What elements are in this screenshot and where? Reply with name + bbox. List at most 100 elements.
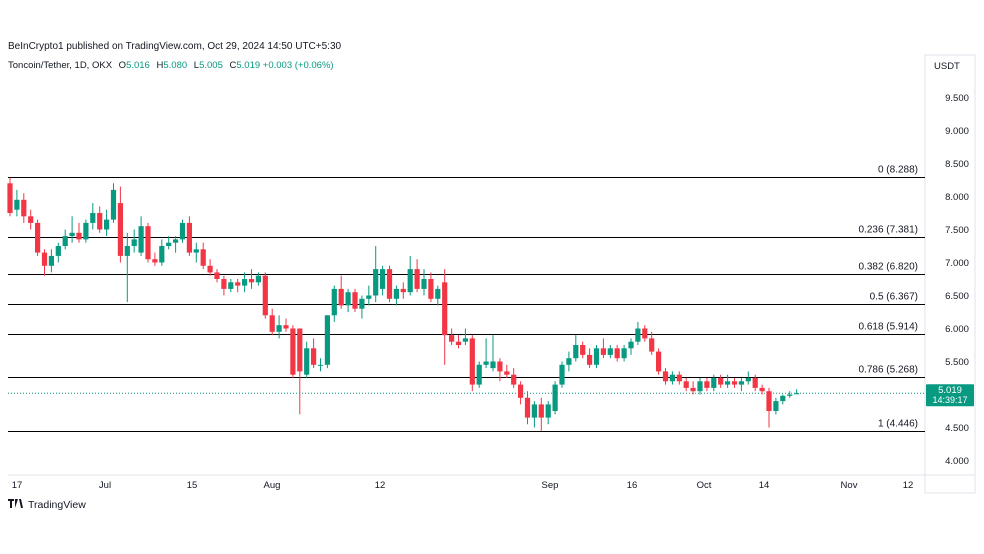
x-tick-label: Sep bbox=[542, 480, 559, 491]
candle-body bbox=[538, 404, 544, 418]
x-tick-label: 14 bbox=[759, 480, 770, 491]
candle-body bbox=[393, 288, 399, 299]
candle-body bbox=[745, 378, 751, 382]
y-tick-label: 8.500 bbox=[945, 159, 969, 170]
candle-body bbox=[124, 246, 130, 256]
candle-body bbox=[131, 239, 137, 246]
candle-body bbox=[683, 381, 689, 388]
candle-body bbox=[697, 381, 703, 392]
last-price-tag bbox=[926, 384, 974, 407]
candle-body bbox=[725, 381, 731, 385]
candle-body bbox=[311, 348, 317, 365]
symbol-legend: Toncoin/Tether, 1D, OKX O5.016 H5.080 L5… bbox=[8, 60, 334, 71]
candle-body bbox=[159, 246, 165, 263]
candle-body bbox=[621, 348, 627, 359]
fib-level-label: 0 (8.288) bbox=[878, 165, 918, 176]
candle-body bbox=[662, 371, 669, 382]
candle-body bbox=[455, 341, 462, 345]
candle-body bbox=[435, 288, 441, 299]
bar-countdown: 14:39:17 bbox=[932, 395, 967, 405]
candle-body bbox=[428, 279, 434, 299]
x-tick-label: Jul bbox=[99, 480, 111, 491]
candle-body bbox=[635, 328, 641, 342]
candle-body bbox=[600, 348, 606, 355]
candle-body bbox=[214, 272, 220, 279]
candle-body bbox=[580, 345, 586, 355]
candle-body bbox=[421, 279, 427, 289]
candle-body bbox=[97, 213, 103, 230]
fib-level-label: 0.5 (6.367) bbox=[870, 292, 918, 303]
candle-body bbox=[511, 374, 517, 385]
candle-body bbox=[235, 282, 241, 286]
candle-body bbox=[317, 364, 324, 366]
candle-body bbox=[186, 222, 192, 253]
candle-body bbox=[773, 401, 779, 411]
candle-body bbox=[497, 361, 503, 372]
candle-body bbox=[359, 298, 365, 309]
candle-body bbox=[262, 275, 268, 316]
candle-body bbox=[283, 325, 289, 329]
candle-body bbox=[442, 282, 448, 336]
candle-body bbox=[69, 232, 75, 237]
tradingview-logo-icon bbox=[8, 499, 24, 511]
symbol-name: Toncoin/Tether, 1D, OKX bbox=[8, 60, 113, 71]
y-tick-label: 7.000 bbox=[945, 258, 969, 269]
candle-body bbox=[690, 387, 696, 392]
candle-body bbox=[338, 288, 344, 306]
candle-body bbox=[559, 364, 565, 385]
candle-body bbox=[228, 282, 234, 289]
fib-level-label: 0.618 (5.914) bbox=[859, 322, 919, 333]
candle-body bbox=[759, 387, 765, 392]
candle-body bbox=[414, 269, 420, 289]
candle-body bbox=[76, 232, 82, 240]
candle-body bbox=[21, 199, 27, 217]
candle-body bbox=[324, 315, 330, 365]
candle-body bbox=[117, 203, 123, 256]
high-value: 5.080 bbox=[163, 60, 188, 71]
candle-body bbox=[7, 183, 13, 213]
candle-body bbox=[469, 338, 475, 385]
candle-body bbox=[718, 378, 724, 385]
candle-body bbox=[766, 391, 772, 411]
x-tick-label: 15 bbox=[187, 480, 198, 491]
candle-body bbox=[145, 226, 151, 260]
candle-body bbox=[242, 279, 248, 286]
last-price-value: 5.019 bbox=[938, 385, 962, 396]
fib-level-label: 0.236 (7.381) bbox=[859, 225, 919, 236]
candle-body bbox=[476, 364, 482, 385]
candle-body bbox=[255, 275, 261, 283]
candle-body bbox=[607, 348, 613, 355]
candle-body bbox=[331, 288, 337, 316]
candle-body bbox=[55, 246, 61, 256]
currency-label[interactable]: USDT bbox=[934, 61, 960, 72]
candle-body bbox=[573, 345, 579, 359]
x-tick-label: 16 bbox=[627, 480, 638, 491]
candle-body bbox=[711, 378, 717, 388]
candle-body bbox=[200, 249, 206, 266]
candle-body bbox=[386, 269, 393, 299]
candle-body bbox=[738, 381, 744, 385]
close-value: 5.019 bbox=[236, 60, 261, 71]
x-tick-label: 12 bbox=[903, 480, 914, 491]
y-tick-label: 9.500 bbox=[945, 93, 969, 104]
low-value: 5.005 bbox=[199, 60, 223, 71]
y-tick-label: 6.000 bbox=[945, 324, 969, 335]
x-tick-label: Aug bbox=[264, 480, 281, 491]
candle-body bbox=[462, 338, 468, 342]
y-tick-label: 6.500 bbox=[945, 291, 969, 302]
candle-body bbox=[649, 338, 655, 352]
candle-body bbox=[566, 358, 572, 365]
candle-body bbox=[304, 348, 310, 375]
candle-body bbox=[628, 341, 634, 349]
candle-body bbox=[366, 295, 372, 299]
candle-body bbox=[552, 384, 558, 411]
candle-body bbox=[276, 325, 282, 332]
candle-body bbox=[179, 222, 186, 240]
candle-body bbox=[90, 213, 96, 223]
candle-body bbox=[14, 199, 20, 210]
candle-body bbox=[48, 255, 54, 266]
candle-body bbox=[780, 395, 786, 402]
candle-body bbox=[587, 354, 593, 365]
publisher-line: BeInCrypto1 published on TradingView.com… bbox=[8, 41, 342, 52]
